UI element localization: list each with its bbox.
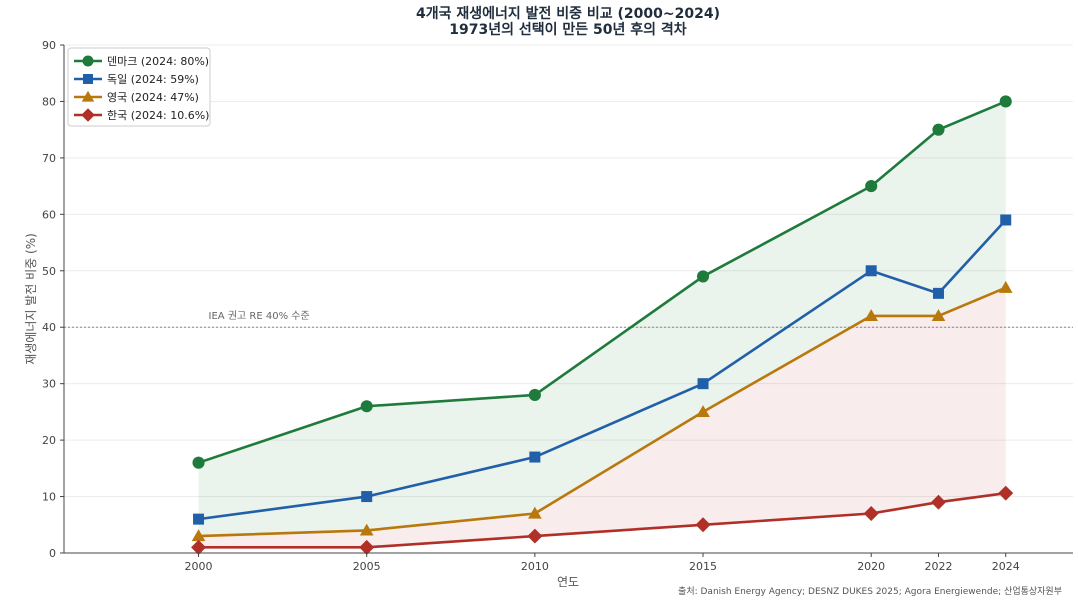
marker-square [1000,214,1012,226]
y-tick-label: 50 [42,265,56,278]
y-tick-label: 90 [42,39,56,52]
series [191,485,1014,555]
shaded-regions [198,101,1006,548]
legend-label: 영국 (2024: 47%) [107,91,199,104]
marker-triangle [998,280,1013,293]
y-tick-label: 0 [49,547,56,560]
x-tick-label: 2010 [521,560,549,573]
y-tick-label: 60 [42,208,56,221]
marker-diamond [863,506,879,521]
marker-triangle [359,523,374,536]
legend-box [67,47,211,127]
marker-circle [360,400,373,413]
marker-circle [865,180,878,193]
reference-line-group: IEA 권고 RE 40% 수준 [64,310,1073,328]
y-axis-label: 재생에너지 발전 비중 (%) [24,233,38,365]
marker-circle [528,388,541,402]
marker-square [932,287,944,299]
chart-subtitle: 1973년의 선택이 만든 50년 후의 격차 [449,21,686,38]
y-tick-label: 20 [42,434,56,447]
marker-square [697,378,709,390]
chart-title: 4개국 재생에너지 발전 비중 비교 (2000~2024) [416,5,720,22]
series [193,214,1012,525]
marker-square [529,451,541,463]
x-tick-label: 2000 [185,560,213,573]
x-tick-label: 2022 [924,560,952,573]
marker-square [361,491,373,503]
marker-triangle [864,309,879,322]
marker-triangle [696,405,710,418]
reference-line-label: IEA 권고 RE 40% 수준 [209,310,310,322]
marker-diamond [527,528,543,544]
marker-circle [999,95,1012,108]
marker-square [193,513,205,525]
source-note: 출처: Danish Energy Agency; DESNZ DUKES 20… [678,585,1062,597]
marker-square [83,74,93,84]
marker-diamond [81,108,95,122]
x-axis-label: 연도 [557,575,579,589]
shaded-region [198,287,1006,548]
y-tick-label: 80 [42,95,56,108]
y-tick-label: 70 [42,152,56,165]
marker-diamond [359,539,375,555]
legend-label: 독일 (2024: 59%) [107,72,199,86]
marker-diamond [930,494,946,510]
series [191,280,1013,542]
marker-diamond [998,485,1014,501]
marker-triangle [528,506,542,519]
marker-circle [82,55,94,67]
legend-label: 한국 (2024: 10.6%) [107,109,209,122]
shaded-region [198,101,1006,537]
y-tick-label: 30 [42,378,56,391]
marker-triangle [191,529,206,542]
series [192,95,1012,469]
x-tick-label: 2015 [689,560,717,573]
marker-diamond [695,517,711,533]
x-tick-label: 2024 [992,560,1020,573]
y-tick-label: 10 [42,491,56,504]
legend: 덴마크 (2024: 80%) 독일 (2024: 59%) 영국 (2024: 4… [67,47,211,127]
tick-labels: 0 10 20 30 40 50 60 70 80 90 2000 2005 2010 2015 2020 2… [42,39,1020,573]
marker-diamond [191,539,207,555]
marker-triangle [931,309,946,322]
marker-triangle [81,90,95,102]
axes [60,44,1073,557]
marker-circle [932,123,945,136]
marker-circle [192,456,205,469]
x-tick-label: 2005 [353,560,381,573]
marker-circle [696,270,710,283]
x-tick-label: 2020 [857,560,885,573]
marker-square [865,265,877,277]
y-tick-label: 40 [42,321,56,334]
legend-label: 덴마크 (2024: 80%) [107,55,209,68]
series-group [191,95,1014,555]
